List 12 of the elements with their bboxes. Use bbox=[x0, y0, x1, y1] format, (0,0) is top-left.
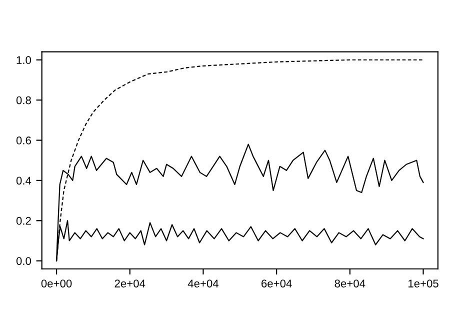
y-tick-label: 0.6 bbox=[16, 136, 31, 144]
x-tick-label: 4e+04 bbox=[188, 280, 218, 288]
y-tick-label: 0.4 bbox=[16, 176, 32, 185]
x-tick-label: 1e+05 bbox=[408, 280, 438, 288]
y-tick-label: 0.8 bbox=[16, 96, 31, 104]
x-tick-label: 2e+04 bbox=[114, 280, 146, 288]
y-tick-label: 1.0 bbox=[16, 56, 32, 64]
x-tick-label: 6e+04 bbox=[262, 280, 292, 288]
x-tick-label: 8e+04 bbox=[334, 280, 366, 288]
y-tick-label: 0.0 bbox=[16, 257, 32, 265]
y-tick-label: 0.2 bbox=[16, 216, 31, 225]
x-tick-label: 0e+00 bbox=[41, 280, 72, 288]
